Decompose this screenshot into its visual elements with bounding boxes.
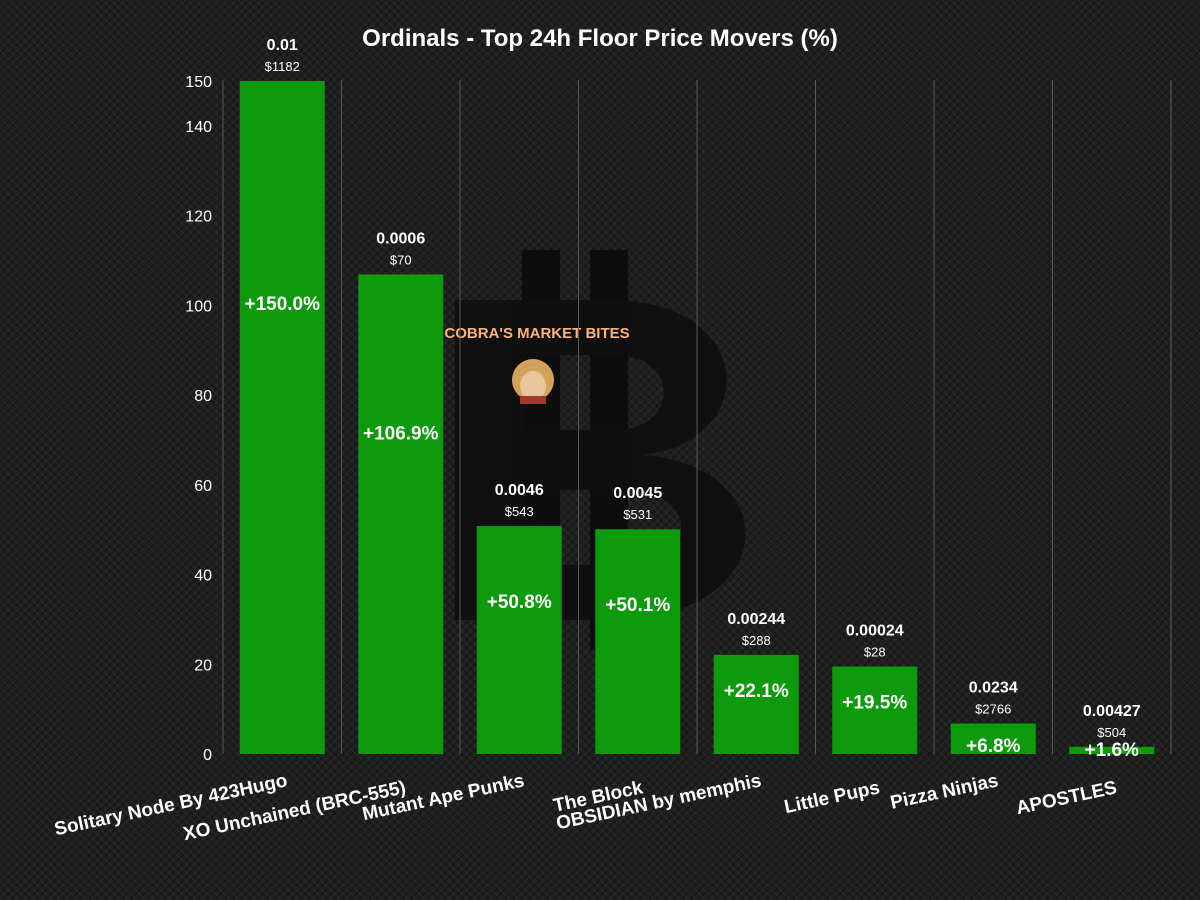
bar [1069,746,1155,754]
bars [239,81,1155,754]
x-tick-label: APOSTLES [1014,777,1119,819]
y-tick-label: 20 [194,657,212,674]
floor-usd-label: $70 [390,252,412,267]
bar [832,666,918,754]
bar [476,526,562,754]
watermark-text: COBRA'S MARKET BITES [444,325,629,342]
y-tick-label: 80 [194,388,212,405]
y-tick-label: 40 [194,568,212,585]
bar [713,654,799,754]
bar [595,529,681,754]
x-tick-label: Little Pups [782,777,881,818]
floor-usd-label: $543 [505,504,534,519]
floor-btc-label: 0.0045 [613,485,662,502]
y-tick-label: 150 [185,74,212,91]
data-label: +50.1% [605,595,670,616]
floor-btc-label: 0.00244 [727,611,785,628]
floor-usd-label: $2766 [975,701,1011,716]
x-tick-label: Pizza Ninjas [888,770,1000,813]
floor-btc-label: 0.0234 [969,679,1018,696]
bar [358,274,444,754]
y-axis: 0 20 40 60 80 100 120 140 150 [185,74,212,764]
floor-btc-label: 0.0006 [376,230,425,247]
data-label: +22.1% [724,681,789,702]
y-tick-label: 120 [185,209,212,226]
chart-title: Ordinals - Top 24h Floor Price Movers (%… [362,25,838,52]
floor-btc-label: 0.00427 [1083,703,1141,720]
data-label: +50.8% [487,592,552,613]
floor-usd-label: $1182 [265,59,300,74]
data-label: +19.5% [842,693,907,714]
floor-btc-label: 0.0046 [495,482,544,499]
floor-usd-label: $531 [623,507,652,522]
data-label: +6.8% [966,736,1021,757]
data-label: +150.0% [244,294,320,315]
floor-usd-label: $28 [864,645,886,660]
floor-usd-label: $288 [742,633,771,648]
floor-btc-label: 0.01 [267,37,298,54]
bar [950,723,1036,754]
bitcoin-watermark-icon [455,250,746,650]
labels: +150.0% 0.01 $1182 +106.9% 0.0006 $70 +50.8% 0.… [244,37,1140,761]
y-tick-label: 100 [185,298,212,315]
floor-usd-label: $504 [1097,725,1126,740]
y-tick-label: 140 [185,119,212,136]
y-tick-label: 60 [194,478,212,495]
grid [222,80,1172,754]
avatar-icon [512,359,554,404]
y-tick-label: 0 [203,747,212,764]
data-label: +1.6% [1085,740,1140,761]
floor-btc-label: 0.00024 [846,623,904,640]
bar [239,81,325,754]
data-label: +106.9% [363,424,439,445]
